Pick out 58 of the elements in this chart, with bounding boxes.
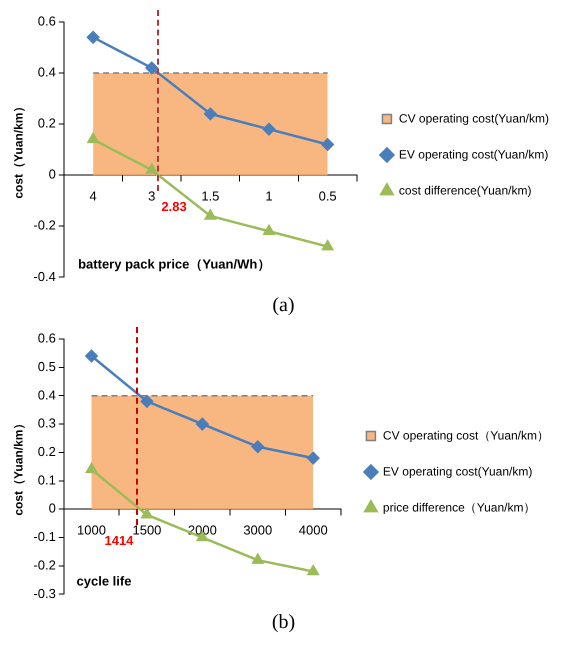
point bbox=[322, 240, 334, 250]
point bbox=[306, 452, 320, 464]
y-tick-label: 0.5 bbox=[38, 358, 56, 374]
point bbox=[252, 554, 264, 564]
legend-label: EV operating cost(Yuan/km) bbox=[398, 147, 548, 162]
point bbox=[86, 463, 98, 474]
point bbox=[196, 418, 209, 430]
point bbox=[204, 108, 217, 120]
y-tick-label: -0.2 bbox=[33, 557, 56, 572]
point bbox=[146, 164, 158, 174]
x-tick-label: 1500 bbox=[132, 522, 162, 538]
y-tick-label: -0.3 bbox=[33, 586, 56, 601]
y-tick-label: 0 bbox=[48, 500, 56, 516]
x-tick-label: 3 bbox=[148, 188, 156, 204]
y-tick-label: -0.2 bbox=[33, 218, 56, 233]
annotation: 2.83 bbox=[161, 199, 187, 214]
point bbox=[86, 31, 100, 44]
point bbox=[252, 440, 264, 453]
y-tick-label: -0.4 bbox=[33, 268, 56, 284]
y-tick-label: 0.3 bbox=[38, 416, 56, 431]
point bbox=[140, 395, 154, 408]
text: (a) bbox=[271, 294, 296, 317]
annotation: 1414 bbox=[104, 533, 134, 548]
x-axis-title: battery pack price（Yuan/Wh） bbox=[78, 256, 270, 272]
point bbox=[262, 122, 276, 136]
x-tick-label: 0.5 bbox=[318, 188, 337, 204]
y-tick-label: -0.1 bbox=[33, 529, 56, 544]
point bbox=[204, 210, 216, 220]
y-axis-title: cost（Yuan/km） bbox=[12, 418, 26, 516]
text: (b) bbox=[270, 611, 296, 634]
x-tick-label: 1000 bbox=[77, 522, 106, 538]
x-tick-label: 1.5 bbox=[201, 188, 220, 204]
x-tick-label: 3000 bbox=[243, 522, 272, 538]
point bbox=[308, 565, 319, 576]
legend-label: cost difference(Yuan/km) bbox=[398, 183, 532, 198]
legend-label: CV operating cost(Yuan/km) bbox=[398, 111, 550, 126]
y-tick-label: 0 bbox=[48, 166, 56, 182]
y-tick-label: 0.1 bbox=[38, 472, 56, 488]
point bbox=[145, 62, 158, 74]
x-axis-title: cycle life bbox=[76, 573, 132, 588]
y-axis-title: cost（Yuan/km） bbox=[12, 100, 26, 199]
x-tick-label: 4 bbox=[89, 188, 97, 204]
y-tick-label: 0.6 bbox=[38, 14, 56, 29]
point bbox=[85, 350, 98, 362]
y-tick-label: 0.4 bbox=[38, 387, 56, 402]
y-tick-label: 0.2 bbox=[38, 116, 56, 131]
x-tick-label: 1 bbox=[265, 188, 273, 204]
y-tick-label: 0.2 bbox=[38, 444, 56, 459]
y-tick-label: 0.4 bbox=[38, 64, 56, 80]
x-tick-label: 4000 bbox=[298, 522, 328, 538]
legend-label: CV operating cost（Yuan/km） bbox=[382, 428, 549, 442]
y-tick-label: 0.6 bbox=[38, 330, 56, 346]
point bbox=[263, 225, 275, 236]
legend-label: price difference（Yuan/km） bbox=[382, 500, 536, 514]
legend-label: EV operating cost(Yuan/km) bbox=[382, 464, 532, 478]
point bbox=[141, 508, 153, 519]
point bbox=[88, 133, 99, 144]
point bbox=[321, 138, 334, 151]
